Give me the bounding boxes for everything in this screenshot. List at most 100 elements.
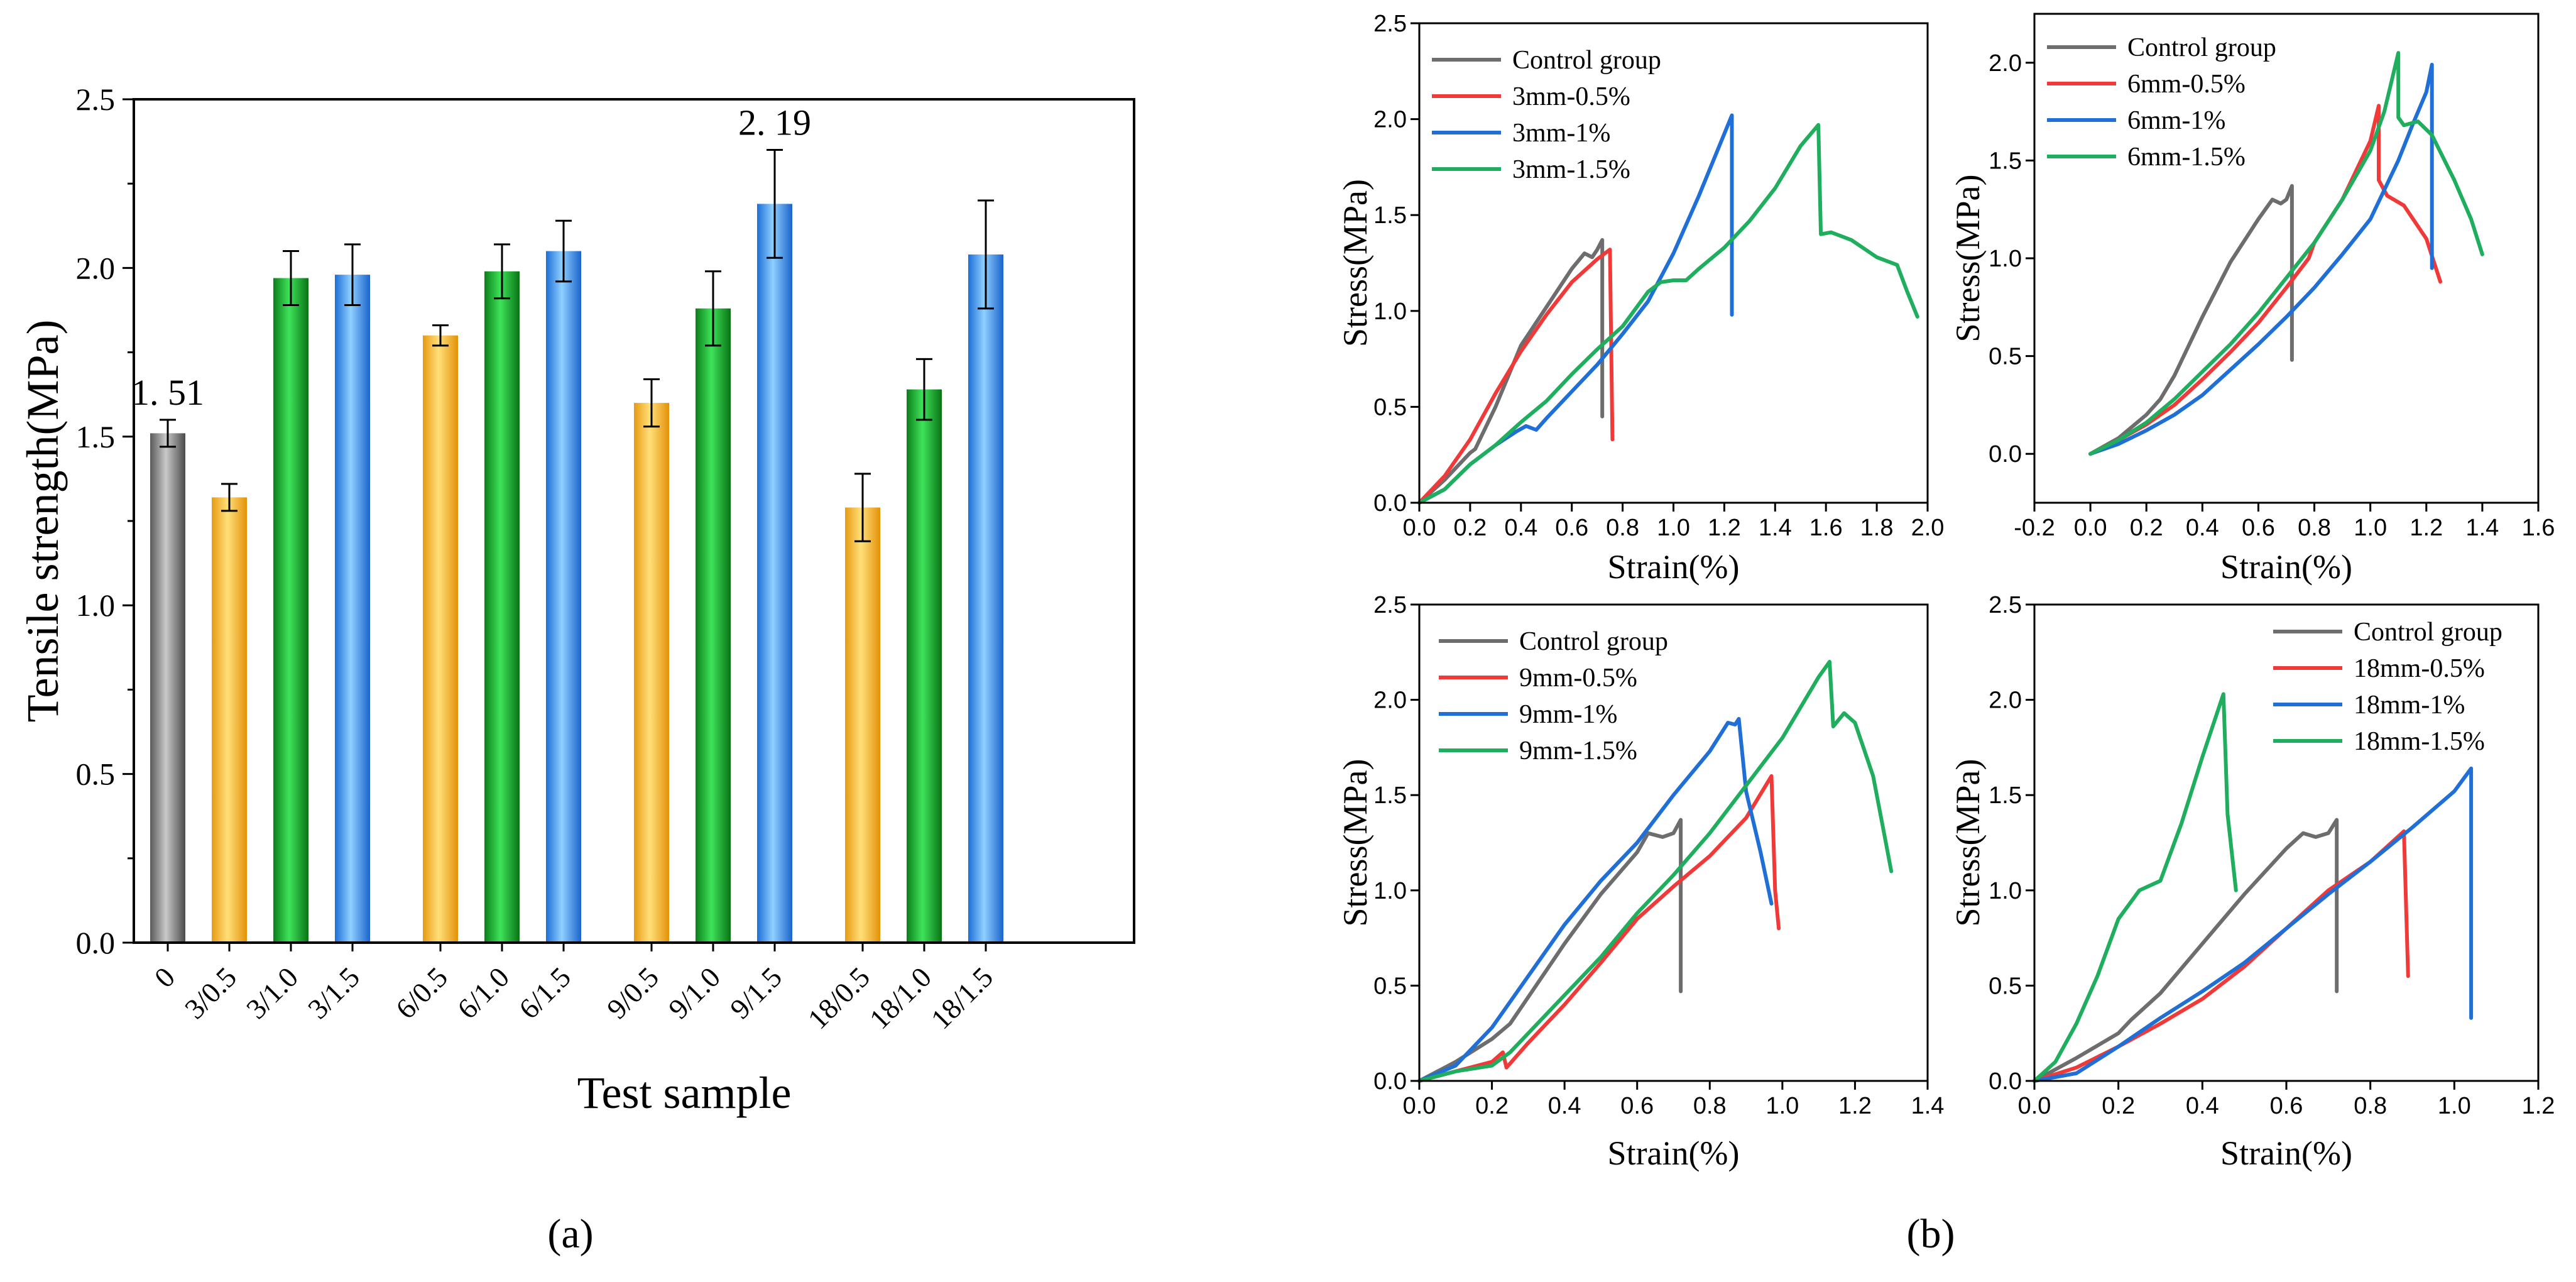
x-tick-label: 0.0 bbox=[1403, 515, 1436, 541]
bar-3/1.5 bbox=[335, 275, 370, 943]
x-tick-label: 6/1.0 bbox=[451, 961, 515, 1025]
y-tick-label: 0.0 bbox=[1989, 1068, 2022, 1095]
series-line-2 bbox=[2088, 62, 2434, 456]
y-tick-label: 2.0 bbox=[1373, 107, 1407, 133]
legend-label-2: 9mm-1% bbox=[1519, 700, 1617, 729]
x-tick-label: 1.0 bbox=[1657, 515, 1690, 541]
y-tick-label: 2.5 bbox=[1989, 592, 2022, 618]
x-tick-label: 1.2 bbox=[2410, 515, 2443, 541]
panel-labels: (a) (b) bbox=[547, 1211, 1955, 1257]
y-tick-label: 0.5 bbox=[76, 757, 116, 792]
y-tick-label: 2.0 bbox=[76, 250, 116, 285]
x-tick-label: 1.2 bbox=[2522, 1093, 2555, 1119]
y-axis-label: Stress(MPa) bbox=[1949, 759, 1987, 927]
y-tick-label: 2.5 bbox=[1373, 11, 1407, 37]
series-line-3 bbox=[2088, 51, 2484, 456]
legend: Control group 9mm-0.5% 9mm-1% 9mm-1.5% bbox=[1439, 627, 1668, 765]
bar-0 bbox=[150, 433, 185, 943]
x-tick-label: 1.2 bbox=[1838, 1093, 1872, 1119]
panel-label-b: (b) bbox=[1907, 1211, 1955, 1257]
series-line-1 bbox=[2088, 104, 2443, 456]
legend-label-3: 9mm-1.5% bbox=[1519, 737, 1637, 765]
x-tick-label: 1.6 bbox=[2522, 515, 2555, 541]
legend-label-1: 3mm-0.5% bbox=[1512, 82, 1630, 111]
x-tick-label: 1.0 bbox=[2354, 515, 2387, 541]
bar-18/1.0 bbox=[907, 389, 942, 943]
stress-strain-plot-18mm: 0.0 0.2 0.4 0.6 0.8 1.0 1.2 0.0 0.5 1.0 1.5 2.0 2.5 S… bbox=[1949, 592, 2555, 1172]
bar-6/1.5 bbox=[546, 251, 581, 943]
x-axis-label: Strain(%) bbox=[2220, 1134, 2352, 1172]
series-line-3 bbox=[2033, 692, 2238, 1083]
x-tick-label: 2.0 bbox=[1911, 515, 1945, 541]
x-axis-label: Strain(%) bbox=[2220, 548, 2352, 586]
legend-label-2: 3mm-1% bbox=[1512, 119, 1610, 148]
value-annotation: 1. 51 bbox=[131, 372, 204, 413]
legend-label-3: 6mm-1.5% bbox=[2127, 143, 2246, 172]
y-tick-label: 0.0 bbox=[1989, 441, 2022, 468]
y-tick-label: 1.5 bbox=[76, 419, 116, 454]
legend-label-2: 6mm-1% bbox=[2127, 106, 2225, 135]
y-tick-label: 1.5 bbox=[1373, 202, 1407, 229]
y-tick-label: 0.5 bbox=[1373, 394, 1407, 420]
y-tick-label: 1.0 bbox=[76, 588, 116, 623]
x-tick-label: 0.8 bbox=[2354, 1093, 2387, 1119]
y-tick-label: 1.0 bbox=[1989, 878, 2022, 904]
x-tick-label: 0.0 bbox=[1403, 1093, 1436, 1119]
series-line-2 bbox=[1417, 716, 1774, 1083]
series-line-0 bbox=[2088, 184, 2294, 456]
x-tick-label: 6/1.5 bbox=[513, 961, 577, 1025]
y-tick-label: 1.5 bbox=[1989, 782, 2022, 809]
x-tick-label: 18/1.0 bbox=[863, 961, 937, 1035]
bar-3/1.0 bbox=[273, 278, 308, 943]
y-tick-label: 1.0 bbox=[1373, 299, 1407, 325]
x-tick-label: 9/0.5 bbox=[601, 961, 665, 1025]
y-tick-label: 1.0 bbox=[1989, 246, 2022, 272]
x-tick-label: 1.4 bbox=[1911, 1093, 1945, 1119]
y-tick-label: 2.5 bbox=[76, 82, 116, 117]
bar-18/1.5 bbox=[968, 254, 1003, 943]
series-line-0 bbox=[1417, 238, 1605, 505]
x-tick-label: 1.6 bbox=[1809, 515, 1843, 541]
x-tick-label: -0.2 bbox=[2014, 515, 2055, 541]
x-tick-label: 1.4 bbox=[2465, 515, 2499, 541]
x-tick-label: 0.6 bbox=[2270, 1093, 2303, 1119]
y-tick-label: 0.5 bbox=[1373, 973, 1407, 999]
bar-9/1.0 bbox=[696, 308, 731, 943]
x-tick-label: 0.6 bbox=[1555, 515, 1588, 541]
x-tick-label: 0.4 bbox=[1548, 1093, 1581, 1119]
x-tick-label: 1.4 bbox=[1759, 515, 1792, 541]
series-line-1 bbox=[1417, 248, 1615, 505]
x-axis-label: Strain(%) bbox=[1608, 548, 1740, 586]
legend-label-0: Control group bbox=[2354, 618, 2502, 647]
y-tick-label: 1.5 bbox=[1989, 148, 2022, 174]
legend-label-3: 3mm-1.5% bbox=[1512, 155, 1630, 184]
plot-frame bbox=[2033, 13, 2540, 504]
x-tick-label: 0.2 bbox=[1453, 515, 1487, 541]
x-axis-label: Test sample bbox=[577, 1068, 792, 1118]
x-tick-label: 0.6 bbox=[1620, 1093, 1654, 1119]
value-annotation: 2. 19 bbox=[738, 102, 811, 143]
series-line-0 bbox=[2033, 818, 2339, 1083]
legend-label-0: Control group bbox=[1512, 46, 1661, 75]
legend: Control group 6mm-0.5% 6mm-1% 6mm-1.5% bbox=[2047, 33, 2276, 172]
x-tick-label: 0.2 bbox=[2102, 1093, 2135, 1119]
x-tick-label: 1.2 bbox=[1708, 515, 1741, 541]
series-line-2 bbox=[2033, 766, 2474, 1083]
x-tick-label: 0.8 bbox=[1606, 515, 1639, 541]
legend-label-0: Control group bbox=[2127, 33, 2276, 62]
bar-chart-panel: 0.00.51.01.52.02.503/0.53/1.03/1.5 6/0.56… bbox=[18, 82, 1135, 1118]
panel-label-a: (a) bbox=[547, 1211, 593, 1257]
series-line-1 bbox=[2033, 829, 2410, 1083]
legend: Control group 18mm-0.5% 18mm-1% 18mm-1.5% bbox=[2273, 618, 2502, 756]
y-axis-label: Stress(MPa) bbox=[1949, 175, 1987, 342]
y-tick-label: 1.0 bbox=[1373, 878, 1407, 904]
x-tick-label: 0.4 bbox=[2186, 1093, 2219, 1119]
x-tick-label: 1.0 bbox=[2438, 1093, 2471, 1119]
x-tick-label: 18/1.5 bbox=[925, 961, 999, 1035]
y-tick-label: 1.5 bbox=[1373, 782, 1407, 809]
x-tick-label: 9/1.5 bbox=[724, 961, 788, 1025]
x-tick-label: 1.8 bbox=[1860, 515, 1894, 541]
x-tick-label: 6/0.5 bbox=[390, 961, 454, 1025]
bar-18/0.5 bbox=[845, 507, 880, 943]
